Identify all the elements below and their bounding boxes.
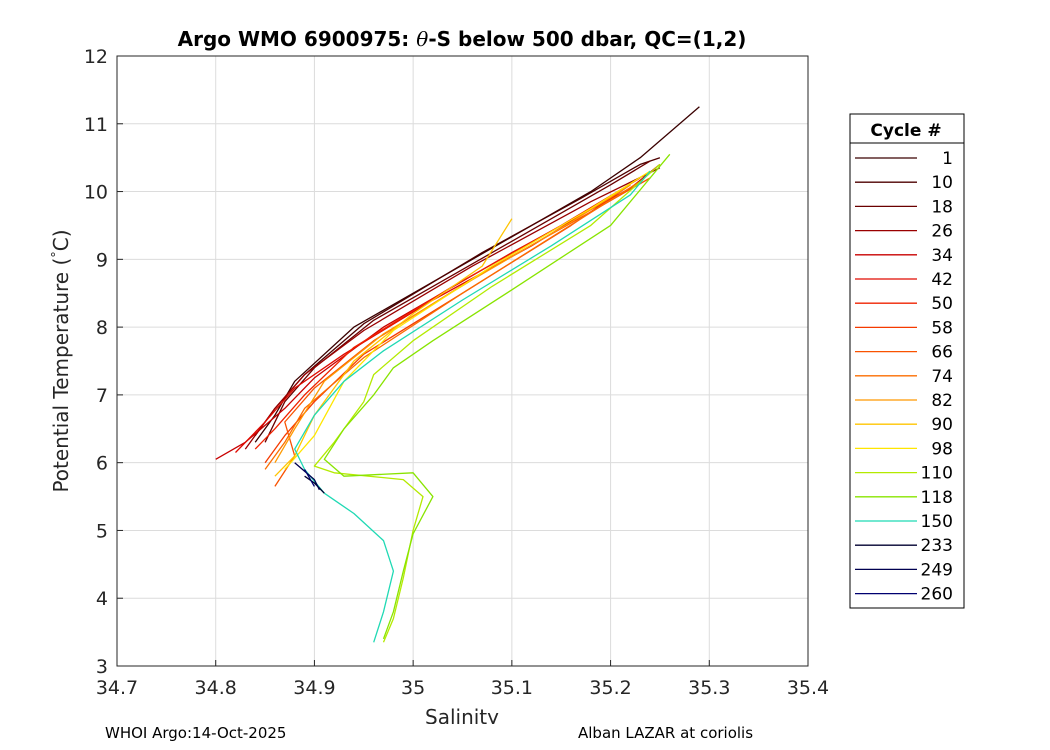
y-axis-label: Potential Temperature (°C) <box>49 229 73 492</box>
x-tick-label: 35 <box>401 677 425 699</box>
y-tick-label: 3 <box>96 656 108 678</box>
legend-label-260: 260 <box>921 585 953 605</box>
legend: Cycle # 11018263442505866748290981101181… <box>849 113 965 609</box>
legend-label-1: 1 <box>942 149 953 169</box>
title-theta-symbol: θ <box>416 27 428 51</box>
legend-label-118: 118 <box>921 488 953 508</box>
series-line-cycle-90 <box>274 218 513 477</box>
series-line-cycle-118 <box>323 153 671 640</box>
y-tick-label: 4 <box>96 588 108 610</box>
x-tick-label: 35.1 <box>491 677 533 699</box>
series-line-cycle-18 <box>264 160 651 443</box>
x-axis-label: Salinity <box>425 705 499 724</box>
series-line-cycle-98 <box>284 170 651 470</box>
series-line-cycle-260 <box>304 469 315 487</box>
y-tick-label: 9 <box>96 249 108 271</box>
y-axis-ticks: 3 4 5 6 7 8 9 10 11 12 <box>84 46 123 678</box>
series-line-cycle-66 <box>274 177 651 487</box>
legend-box <box>849 113 965 609</box>
legend-label-58: 58 <box>931 318 953 338</box>
legend-label-66: 66 <box>931 343 953 363</box>
y-tick-label: 6 <box>96 453 108 475</box>
legend-label-42: 42 <box>931 270 953 290</box>
legend-label-10: 10 <box>931 173 953 193</box>
x-tick-label: 34.7 <box>96 677 138 699</box>
chart: 34.7 34.8 34.9 35 35.1 35.2 35.3 35.4 345678910… <box>49 27 965 724</box>
legend-label-82: 82 <box>931 391 953 411</box>
x-tick-label: 34.8 <box>195 677 237 699</box>
legend-label-233: 233 <box>921 536 953 556</box>
y-tick-label: 8 <box>96 317 108 339</box>
y-tick-label: 12 <box>84 46 108 68</box>
y-tick-label: 10 <box>84 182 108 204</box>
series-line-cycle-82 <box>274 184 631 464</box>
series-group <box>215 106 700 643</box>
y-tick-label: 11 <box>84 114 108 136</box>
legend-label-249: 249 <box>921 560 953 580</box>
legend-label-74: 74 <box>931 367 953 387</box>
footer-author: Alban LAZAR at coriolis <box>578 724 754 742</box>
legend-label-90: 90 <box>931 415 953 435</box>
legend-items: 1101826344250586674829098110118150233249… <box>855 149 953 605</box>
legend-label-50: 50 <box>931 294 953 314</box>
x-tick-label: 34.9 <box>293 677 335 699</box>
series-line-cycle-150 <box>294 170 651 643</box>
plot-area: 34.7 34.8 34.9 35 35.1 35.2 35.3 35.4 3 4 5 6 7 8 9 10… <box>84 46 829 699</box>
legend-label-18: 18 <box>931 197 953 217</box>
series-line-cycle-1 <box>254 106 700 443</box>
series-line-cycle-26 <box>244 167 661 450</box>
x-tick-label: 35.3 <box>688 677 730 699</box>
y-tick-label: 7 <box>96 385 108 407</box>
footer-credit: WHOI Argo:14-Oct-2025 <box>105 724 287 742</box>
plot-frame <box>116 55 809 667</box>
chart-title: Argo WMO 6900975: θ-S below 500 dbar, QC… <box>178 27 747 51</box>
series-line-cycle-249 <box>294 462 320 491</box>
legend-label-26: 26 <box>931 222 953 242</box>
legend-title: Cycle # <box>870 121 941 141</box>
legend-label-98: 98 <box>931 439 953 459</box>
x-tick-label: 35.4 <box>787 677 829 699</box>
legend-label-110: 110 <box>921 464 953 484</box>
x-tick-label: 35.2 <box>589 677 631 699</box>
series-line-cycle-233 <box>304 475 325 494</box>
legend-label-150: 150 <box>921 512 953 532</box>
y-tick-label: 5 <box>96 520 108 542</box>
x-axis-ticks: 34.7 34.8 34.9 35 35.1 35.2 35.3 35.4 <box>96 660 829 699</box>
series-line-cycle-110 <box>313 163 661 643</box>
series-line-cycle-74 <box>264 180 641 470</box>
legend-label-34: 34 <box>931 246 953 266</box>
